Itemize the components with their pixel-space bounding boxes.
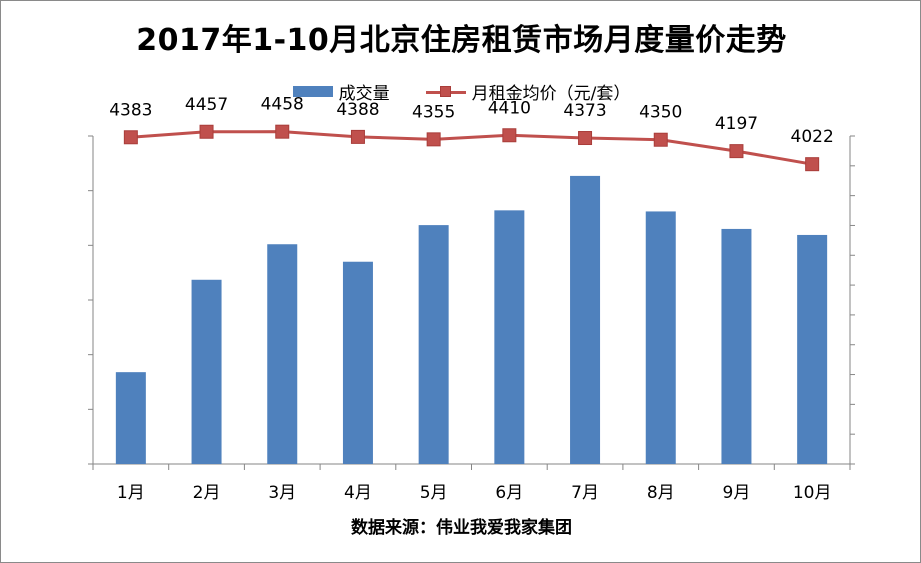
rent-marker-6 — [502, 128, 517, 143]
rent-data-label: 4022 — [791, 127, 834, 147]
legend-bar-swatch — [292, 86, 333, 97]
rent-marker-3 — [275, 124, 290, 139]
bar-1 — [115, 372, 146, 464]
legend-label-volume: 成交量 — [338, 84, 390, 104]
rent-data-label: 4197 — [715, 114, 758, 134]
chart-title: 2017年1-10月北京住房租赁市场月度量价走势 — [136, 23, 787, 58]
x-tick-label: 3月 — [268, 483, 296, 503]
rent-marker-5 — [426, 132, 441, 147]
legend-line-swatch — [425, 85, 466, 98]
rent-data-label: 4383 — [109, 100, 152, 120]
legend-label-rent: 月租金均价（元/套） — [471, 84, 631, 104]
x-tick-label: 8月 — [647, 483, 675, 503]
x-tick-label: 1月 — [117, 483, 145, 503]
rent-data-label: 4457 — [185, 95, 228, 115]
x-tick-label: 10月 — [793, 483, 832, 503]
x-tick-label: 7月 — [571, 483, 599, 503]
rent-marker-10 — [805, 157, 820, 172]
rent-line — [130, 130, 813, 166]
rent-data-label: 4373 — [563, 101, 606, 121]
bar-5 — [418, 225, 449, 464]
bar-8 — [645, 211, 676, 464]
bar-4 — [342, 261, 373, 464]
bar-9 — [721, 228, 752, 464]
rent-data-label: 4355 — [412, 102, 455, 122]
rent-marker-8 — [653, 132, 668, 147]
legend-item-volume: 成交量 — [292, 79, 390, 104]
bar-3 — [267, 244, 298, 464]
bar-10 — [797, 234, 828, 464]
x-tick-label: 9月 — [723, 483, 751, 503]
bar-2 — [191, 279, 222, 464]
rent-marker-7 — [578, 131, 593, 146]
source-note: 数据来源：伟业我爱我家集团 — [351, 518, 572, 538]
rent-data-label: 4388 — [336, 100, 379, 120]
legend-item-rent: 月租金均价（元/套） — [425, 79, 631, 104]
rent-marker-2 — [199, 124, 214, 139]
rent-marker-9 — [729, 144, 744, 159]
legend: 成交量 月租金均价（元/套） — [1, 79, 920, 104]
x-tick-label: 6月 — [495, 483, 523, 503]
rent-data-label: 4350 — [639, 103, 682, 123]
x-tick-label: 4月 — [344, 483, 372, 503]
bar-6 — [494, 210, 525, 464]
x-tick-label: 2月 — [193, 483, 221, 503]
rent-data-label: 4458 — [261, 95, 304, 115]
rent-marker-4 — [350, 129, 365, 144]
rent-data-label: 4410 — [488, 98, 531, 118]
bar-7 — [570, 175, 601, 464]
rent-marker-1 — [123, 130, 138, 145]
x-tick-label: 5月 — [420, 483, 448, 503]
